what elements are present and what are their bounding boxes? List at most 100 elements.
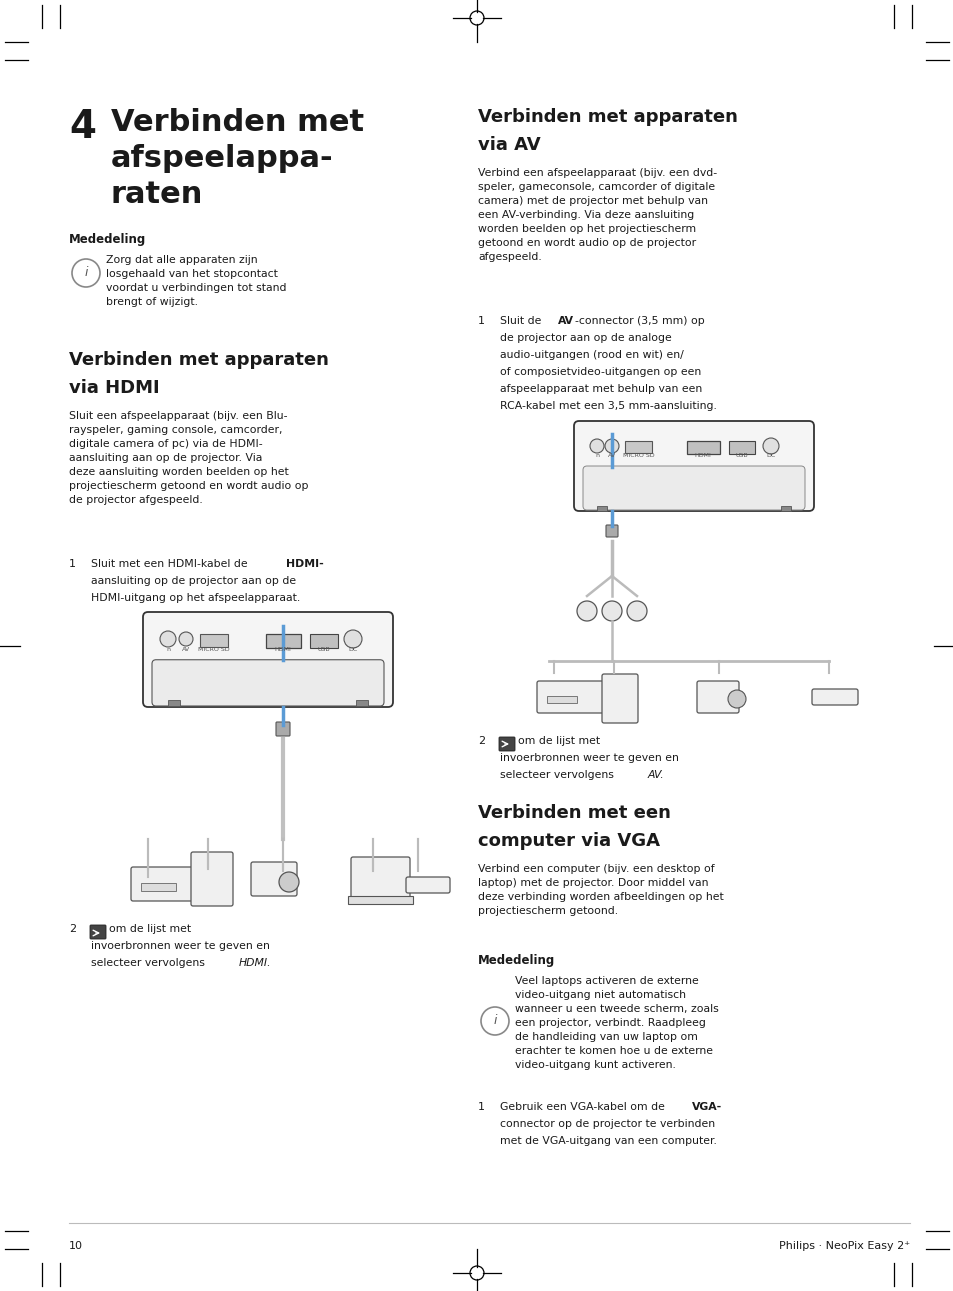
Text: Verbind een afspeelapparaat (bijv. een dvd-
speler, gameconsole, camcorder of di: Verbind een afspeelapparaat (bijv. een d… xyxy=(477,168,717,262)
Text: Verbinden met apparaten: Verbinden met apparaten xyxy=(477,108,737,127)
FancyBboxPatch shape xyxy=(152,660,384,706)
Text: Philips · NeoPix Easy 2⁺: Philips · NeoPix Easy 2⁺ xyxy=(778,1241,909,1251)
Circle shape xyxy=(626,602,646,621)
FancyBboxPatch shape xyxy=(275,722,290,736)
Bar xyxy=(686,442,720,454)
FancyBboxPatch shape xyxy=(697,680,739,713)
FancyBboxPatch shape xyxy=(351,857,410,901)
FancyBboxPatch shape xyxy=(811,689,857,705)
Text: 1: 1 xyxy=(477,316,484,327)
Text: 2: 2 xyxy=(69,924,76,933)
Bar xyxy=(728,442,754,454)
Text: AV: AV xyxy=(558,316,574,327)
Text: via AV: via AV xyxy=(477,136,540,154)
Text: Verbinden met: Verbinden met xyxy=(111,108,364,137)
FancyBboxPatch shape xyxy=(574,421,813,511)
Text: DC: DC xyxy=(348,647,357,652)
FancyBboxPatch shape xyxy=(406,877,450,893)
Text: HDMI-: HDMI- xyxy=(286,559,323,569)
Text: HDMI: HDMI xyxy=(274,647,291,652)
Text: Mededeling: Mededeling xyxy=(477,954,555,967)
Text: USB: USB xyxy=(735,453,747,458)
Bar xyxy=(348,896,413,904)
Text: HDMI: HDMI xyxy=(694,453,711,458)
Bar xyxy=(546,696,577,704)
Bar xyxy=(597,506,606,511)
Text: audio-uitgangen (rood en wit) en/: audio-uitgangen (rood en wit) en/ xyxy=(499,350,683,360)
Text: i: i xyxy=(84,266,88,279)
Text: Veel laptops activeren de externe
video-uitgang niet automatisch
wanneer u een t: Veel laptops activeren de externe video-… xyxy=(515,976,718,1070)
Text: AV: AV xyxy=(607,453,616,458)
Text: n: n xyxy=(595,453,598,458)
Circle shape xyxy=(589,439,603,453)
Text: DC: DC xyxy=(765,453,775,458)
Circle shape xyxy=(278,871,298,892)
Text: 2: 2 xyxy=(477,736,485,746)
Text: Verbind een computer (bijv. een desktop of
laptop) met de projector. Door middel: Verbind een computer (bijv. een desktop … xyxy=(477,864,723,917)
Text: AV: AV xyxy=(182,647,190,652)
Circle shape xyxy=(727,689,745,707)
FancyBboxPatch shape xyxy=(498,737,515,751)
Text: of composietvideo-uitgangen op een: of composietvideo-uitgangen op een xyxy=(499,367,700,377)
Text: met de VGA-uitgang van een computer.: met de VGA-uitgang van een computer. xyxy=(499,1136,716,1146)
FancyBboxPatch shape xyxy=(605,525,618,537)
Text: 10: 10 xyxy=(69,1241,83,1251)
Text: USB: USB xyxy=(317,647,330,652)
Text: Zorg dat alle apparaten zijn
losgehaald van het stopcontact
voordat u verbinding: Zorg dat alle apparaten zijn losgehaald … xyxy=(106,256,286,307)
Bar xyxy=(168,700,180,706)
Text: Sluit een afspeelapparaat (bijv. een Blu-
rayspeler, gaming console, camcorder,
: Sluit een afspeelapparaat (bijv. een Blu… xyxy=(69,411,308,505)
Text: via HDMI: via HDMI xyxy=(69,380,159,398)
Text: computer via VGA: computer via VGA xyxy=(477,831,659,849)
Text: HDMI-uitgang op het afspeelapparaat.: HDMI-uitgang op het afspeelapparaat. xyxy=(91,593,300,603)
Text: Mededeling: Mededeling xyxy=(69,232,146,247)
Text: i: i xyxy=(493,1015,497,1028)
Text: HDMI.: HDMI. xyxy=(239,958,272,968)
Text: afspeelappa-: afspeelappa- xyxy=(111,145,334,173)
FancyBboxPatch shape xyxy=(131,868,205,901)
Text: aansluiting op de projector aan op de: aansluiting op de projector aan op de xyxy=(91,576,295,586)
FancyBboxPatch shape xyxy=(251,862,296,896)
Bar xyxy=(310,634,337,648)
Text: Sluit de: Sluit de xyxy=(499,316,544,327)
Text: n: n xyxy=(166,647,170,652)
Circle shape xyxy=(577,602,597,621)
FancyBboxPatch shape xyxy=(90,924,106,939)
Text: om de lijst met: om de lijst met xyxy=(517,736,599,746)
Text: MICRO SD: MICRO SD xyxy=(198,647,230,652)
Text: invoerbronnen weer te geven en: invoerbronnen weer te geven en xyxy=(499,753,679,763)
Text: -connector (3,5 mm) op: -connector (3,5 mm) op xyxy=(575,316,704,327)
Bar xyxy=(141,883,175,891)
Text: connector op de projector te verbinden: connector op de projector te verbinden xyxy=(499,1119,715,1130)
FancyBboxPatch shape xyxy=(143,612,393,707)
Text: RCA-kabel met een 3,5 mm-aansluiting.: RCA-kabel met een 3,5 mm-aansluiting. xyxy=(499,402,716,411)
Bar xyxy=(781,506,790,511)
Bar xyxy=(624,442,651,453)
Circle shape xyxy=(604,439,618,453)
Text: 4: 4 xyxy=(69,108,96,146)
Text: afspeelapparaat met behulp van een: afspeelapparaat met behulp van een xyxy=(499,383,701,394)
Bar xyxy=(200,634,228,647)
Text: Verbinden met een: Verbinden met een xyxy=(477,804,670,822)
Text: raten: raten xyxy=(111,179,203,209)
Text: Verbinden met apparaten: Verbinden met apparaten xyxy=(69,351,329,369)
FancyBboxPatch shape xyxy=(601,674,638,723)
FancyBboxPatch shape xyxy=(537,680,610,713)
Text: selecteer vervolgens: selecteer vervolgens xyxy=(499,769,617,780)
Circle shape xyxy=(179,633,193,646)
Text: de projector aan op de analoge: de projector aan op de analoge xyxy=(499,333,671,343)
Circle shape xyxy=(344,630,361,648)
Text: Gebruik een VGA-kabel om de: Gebruik een VGA-kabel om de xyxy=(499,1103,668,1112)
Circle shape xyxy=(762,438,779,454)
Circle shape xyxy=(601,602,621,621)
Text: 1: 1 xyxy=(69,559,76,569)
Text: AV.: AV. xyxy=(647,769,664,780)
Text: invoerbronnen weer te geven en: invoerbronnen weer te geven en xyxy=(91,941,270,951)
Text: Sluit met een HDMI-kabel de: Sluit met een HDMI-kabel de xyxy=(91,559,251,569)
Bar xyxy=(266,634,301,648)
Circle shape xyxy=(160,631,175,647)
Text: MICRO SD: MICRO SD xyxy=(622,453,654,458)
FancyBboxPatch shape xyxy=(582,466,804,510)
FancyBboxPatch shape xyxy=(191,852,233,906)
Bar xyxy=(355,700,368,706)
Text: VGA-: VGA- xyxy=(691,1103,721,1112)
